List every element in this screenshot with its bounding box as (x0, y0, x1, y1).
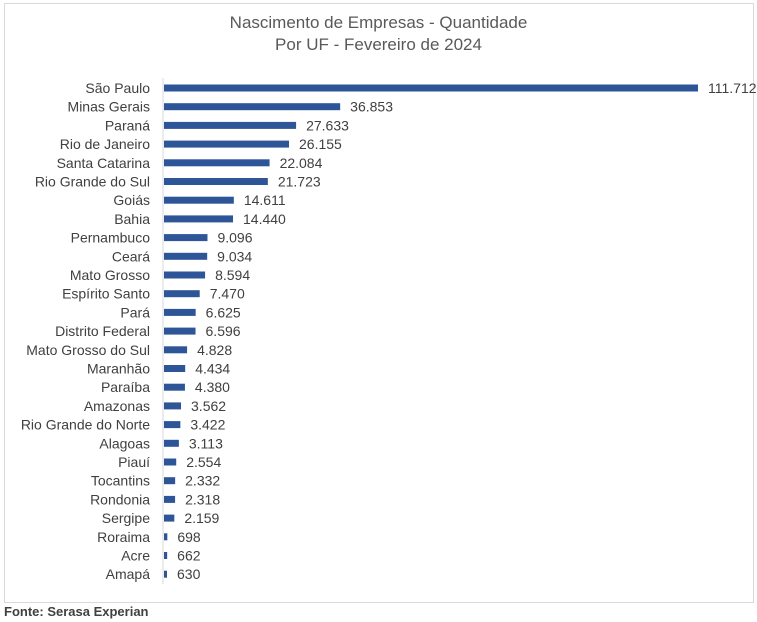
bar (164, 290, 200, 298)
chart-subtitle: Por UF - Fevereiro de 2024 (275, 35, 482, 54)
category-label: Piauí (118, 454, 150, 470)
bar (164, 495, 176, 503)
category-label: Maranhão (87, 361, 150, 377)
bar (164, 458, 177, 466)
bar (164, 140, 290, 148)
bar (164, 121, 297, 129)
bar (164, 308, 196, 316)
data-label: 2.318 (185, 491, 220, 507)
category-label: Minas Gerais (68, 99, 150, 115)
source-note: Fonte: Serasa Experian (4, 604, 149, 619)
data-label: 4.828 (197, 342, 232, 358)
bar (164, 327, 196, 335)
category-label: Pernambuco (71, 230, 151, 246)
data-label: 14.440 (243, 211, 286, 227)
data-label: 630 (177, 566, 201, 582)
data-label: 6.596 (206, 323, 241, 339)
bar (164, 570, 168, 578)
category-label: Paraíba (101, 379, 150, 395)
category-label: Bahia (114, 211, 150, 227)
category-label: Paraná (105, 117, 150, 133)
bar (164, 84, 698, 92)
category-label: Distrito Federal (55, 323, 150, 339)
category-label: Espírito Santo (62, 286, 150, 302)
category-label: Tocantins (91, 473, 150, 489)
data-label: 27.633 (306, 117, 349, 133)
data-label: 14.611 (244, 192, 286, 208)
data-label: 662 (177, 548, 201, 564)
bar (164, 402, 182, 410)
bar (164, 271, 206, 279)
bar (164, 552, 168, 559)
category-label: Rio Grande do Norte (21, 417, 150, 433)
data-label: 8.594 (215, 267, 250, 283)
data-label: 4.434 (195, 361, 230, 377)
data-label: 6.625 (206, 304, 241, 320)
bar (164, 234, 208, 242)
category-label: São Paulo (85, 80, 150, 96)
data-label: 4.380 (195, 379, 230, 395)
data-label: 3.113 (189, 435, 223, 451)
bar (164, 252, 208, 260)
bar (164, 215, 234, 223)
data-label: 111.712 (708, 80, 757, 96)
data-label: 9.096 (217, 230, 252, 246)
data-label: 7.470 (210, 286, 245, 302)
bar (164, 159, 270, 167)
category-label: Rio Grande do Sul (35, 174, 150, 190)
data-label: 21.723 (278, 174, 321, 190)
bar (164, 346, 188, 354)
category-label: Santa Catarina (57, 155, 151, 171)
data-label: 698 (177, 529, 201, 545)
bar (164, 514, 175, 522)
bar (164, 383, 185, 391)
data-label: 2.332 (185, 473, 220, 489)
data-label: 3.562 (191, 398, 226, 414)
data-label: 2.554 (186, 454, 221, 470)
category-label: Goiás (113, 192, 150, 208)
category-label: Pará (120, 304, 150, 320)
category-label: Sergipe (102, 510, 150, 526)
data-label: 9.034 (217, 248, 252, 264)
bar (164, 365, 186, 372)
data-label: 2.159 (184, 510, 219, 526)
category-label: Alagoas (99, 435, 150, 451)
data-label: 22.084 (280, 155, 323, 171)
data-label: 36.853 (350, 99, 393, 115)
category-label: Amapá (106, 566, 151, 582)
data-label: 26.155 (299, 136, 342, 152)
category-label: Acre (121, 548, 150, 564)
category-label: Roraima (97, 529, 150, 545)
bar (164, 103, 341, 111)
category-label: Rio de Janeiro (60, 136, 150, 152)
bar (164, 533, 168, 541)
chart-frame (4, 3, 754, 603)
chart-title-block: Nascimento de Empresas - Quantidade Por … (0, 12, 757, 56)
bar (164, 439, 179, 447)
data-label: 3.422 (190, 417, 225, 433)
category-label: Mato Grosso (70, 267, 150, 283)
bar (164, 196, 234, 204)
category-label: Rondonia (90, 491, 150, 507)
bar (164, 178, 268, 185)
bar (164, 477, 176, 485)
category-label: Mato Grosso do Sul (26, 342, 150, 358)
bar (164, 421, 181, 429)
category-label: Ceará (112, 248, 150, 264)
category-label: Amazonas (84, 398, 150, 414)
chart-title: Nascimento de Empresas - Quantidade (229, 13, 528, 32)
